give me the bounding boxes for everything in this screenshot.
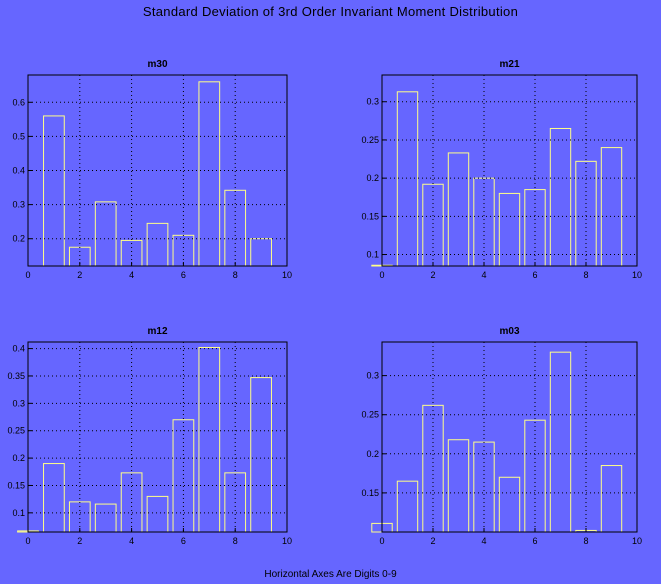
xtick-label-m21-2: 2 (430, 270, 435, 280)
ytick-label-m12-0.2: 0.2 (12, 453, 25, 463)
ytick-label-m30-0.4: 0.4 (12, 166, 25, 176)
bar-m30-digit-9 (250, 238, 272, 267)
bar-m03-digit-7 (549, 351, 572, 533)
xtick-label-m03-0: 0 (379, 536, 384, 546)
xtick-label-m12-2: 2 (77, 536, 82, 546)
bar-m21-digit-7 (549, 127, 572, 267)
bar-m03-digit-1 (396, 480, 419, 533)
bar-m21-digit-2 (422, 183, 444, 267)
ytick-label-m21-0.25: 0.25 (361, 135, 379, 145)
ytick-label-m21-0.3: 0.3 (366, 97, 379, 107)
axes-frame-m03 (381, 341, 638, 533)
subplot-title-m12: m12 (147, 326, 167, 337)
bar-m21-digit-3 (447, 152, 470, 267)
ytick-label-m12-0.1: 0.1 (12, 508, 25, 518)
ytick-label-m30-0.5: 0.5 (12, 131, 25, 141)
xtick-label-m30-6: 6 (181, 270, 186, 280)
bar-m12-digit-7 (198, 346, 221, 533)
xtick-label-m30-2: 2 (77, 270, 82, 280)
bar-m03-digit-9 (600, 465, 623, 533)
subplot-title-m21: m21 (499, 59, 519, 70)
xtick-label-m21-4: 4 (481, 270, 486, 280)
bar-m30-digit-1 (43, 115, 65, 267)
subplot-title-m03: m03 (499, 326, 519, 337)
bar-m12-digit-5 (146, 495, 169, 533)
ytick-label-m21-0.1: 0.1 (366, 250, 379, 260)
ytick-label-m03-0.3: 0.3 (366, 371, 379, 381)
ytick-label-m12-0.35: 0.35 (7, 371, 25, 381)
bar-m30-digit-8 (224, 189, 247, 267)
xtick-label-m30-0: 0 (25, 270, 30, 280)
bar-m12-digit-6 (172, 419, 195, 533)
bar-m03-digit-5 (498, 476, 521, 533)
xtick-label-m21-0: 0 (379, 270, 384, 280)
subplot-m21: 0 2 4 6 8 10 0.1 0.15 0.2 0.25 0.3 m21 (361, 59, 642, 280)
figure-footer: Horizontal Axes Are Digits 0-9 (264, 569, 397, 580)
bar-m12-digit-9 (250, 377, 272, 533)
ytick-label-m30-0.2: 0.2 (12, 234, 25, 244)
xtick-label-m12-0: 0 (25, 536, 30, 546)
ytick-label-m12-0.25: 0.25 (7, 426, 25, 436)
bar-m21-digit-1 (396, 91, 419, 267)
ytick-label-m12-0.4: 0.4 (12, 344, 25, 354)
xtick-label-m03-10: 10 (632, 536, 642, 546)
xtick-label-m03-6: 6 (532, 536, 537, 546)
bar-m30-digit-3 (94, 201, 117, 267)
subplot-m03: 0 2 4 6 8 10 0.15 0.2 0.25 0.3 m03 (361, 326, 642, 546)
bar-m03-digit-2 (422, 404, 444, 533)
xtick-label-m30-4: 4 (129, 270, 134, 280)
bar-m12-digit-1 (43, 463, 65, 533)
axes-frame-m12 (27, 341, 288, 533)
ytick-label-m03-0.2: 0.2 (366, 449, 379, 459)
xtick-label-m12-10: 10 (282, 536, 292, 546)
ytick-label-m12-0.3: 0.3 (12, 398, 25, 408)
subplot-title-m30: m30 (147, 59, 167, 70)
bar-m03-digit-6 (524, 419, 546, 533)
bar-m30-digit-5 (146, 222, 169, 267)
xtick-label-m03-4: 4 (481, 536, 486, 546)
ytick-label-m03-0.15: 0.15 (361, 488, 379, 498)
subplot-m12: 0 2 4 6 8 10 0.1 0.15 0.2 0.25 0.3 0.35 0.4 m12 (7, 326, 292, 546)
ytick-label-m03-0.25: 0.25 (361, 410, 379, 420)
xtick-label-m21-6: 6 (532, 270, 537, 280)
ytick-label-m30-0.3: 0.3 (12, 200, 25, 210)
xtick-label-m03-8: 8 (583, 536, 588, 546)
ytick-label-m30-0.6: 0.6 (12, 97, 25, 107)
xtick-label-m12-8: 8 (233, 536, 238, 546)
figure-title: Standard Deviation of 3rd Order Invarian… (142, 4, 519, 19)
xtick-label-m30-10: 10 (282, 270, 292, 280)
xtick-label-m12-4: 4 (129, 536, 134, 546)
xtick-label-m30-8: 8 (233, 270, 238, 280)
ytick-label-m12-0.15: 0.15 (7, 480, 25, 490)
bar-m21-digit-9 (600, 147, 623, 267)
axes-frame-m21 (381, 74, 638, 267)
ytick-label-m21-0.15: 0.15 (361, 211, 379, 221)
xtick-label-m21-8: 8 (583, 270, 588, 280)
xtick-label-m03-2: 2 (430, 536, 435, 546)
xtick-label-m12-6: 6 (181, 536, 186, 546)
bar-m21-digit-8 (575, 160, 597, 267)
bar-m21-digit-5 (498, 192, 521, 267)
subplot-m30: 0 2 4 6 8 10 0.2 0.3 0.4 0.5 0.6 m30 (12, 59, 292, 280)
xtick-label-m21-10: 10 (632, 270, 642, 280)
bar-m12-digit-3 (94, 503, 117, 533)
ytick-label-m21-0.2: 0.2 (366, 173, 379, 183)
